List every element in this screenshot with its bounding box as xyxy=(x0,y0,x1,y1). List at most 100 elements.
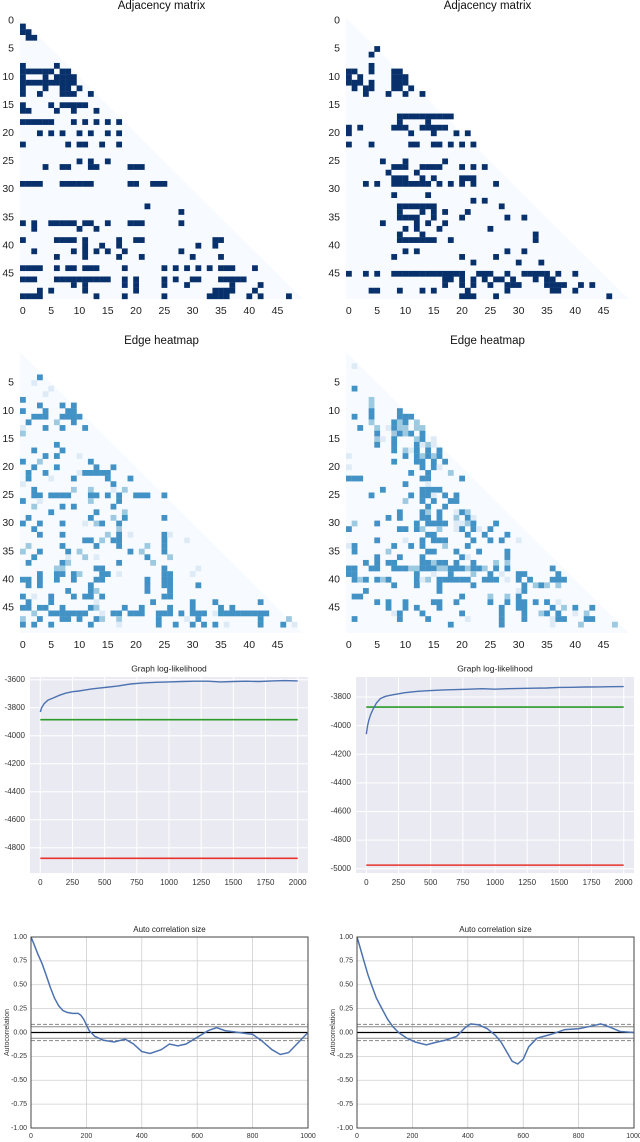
matrix-cell xyxy=(31,503,38,510)
matrix-cell xyxy=(419,543,426,549)
matrix-cell xyxy=(25,276,32,283)
matrix-cell xyxy=(133,237,140,243)
matrix-cell xyxy=(515,588,522,594)
matrix-cell xyxy=(549,576,556,583)
matrix-cell xyxy=(368,79,375,86)
matrix-cell xyxy=(189,571,196,577)
matrix-cell xyxy=(31,380,38,386)
matrix-cell xyxy=(99,571,106,577)
matrix-cell xyxy=(379,220,386,227)
x-tick-label: 15 xyxy=(428,639,440,651)
matrix-cell xyxy=(218,265,224,272)
matrix-cell xyxy=(419,270,426,277)
matrix-cell xyxy=(70,74,77,80)
matrix-cell xyxy=(42,413,49,420)
matrix-cell xyxy=(459,520,466,527)
matrix-cell xyxy=(346,141,352,148)
y-tick-label: 45 xyxy=(328,601,340,613)
matrix-cell xyxy=(76,610,83,617)
y-tick-label: 0 xyxy=(334,15,340,27)
matrix-cell xyxy=(93,276,100,283)
matrix-cell xyxy=(189,610,196,617)
matrix-cell xyxy=(447,565,454,572)
matrix-cell xyxy=(25,79,32,86)
matrix-cell xyxy=(48,593,55,600)
y-tick-label: 15 xyxy=(2,433,14,445)
matrix-cell xyxy=(42,604,49,611)
matrix-cell xyxy=(453,492,460,499)
matrix-cell xyxy=(442,458,449,465)
y-tick-label: 20 xyxy=(328,127,340,139)
matrix-cell xyxy=(133,180,140,187)
matrix-cell xyxy=(150,559,156,566)
matrix-cell xyxy=(436,559,443,566)
matrix-cell xyxy=(436,447,443,454)
y-tick-label: 25 xyxy=(2,155,14,167)
matrix-cell xyxy=(53,265,60,272)
matrix-cell xyxy=(116,130,123,137)
matrix-cell xyxy=(425,503,432,510)
matrix-cell xyxy=(391,565,398,572)
matrix-cell xyxy=(59,565,66,572)
matrix-cell xyxy=(391,543,398,549)
x-tick-label: 10 xyxy=(400,639,412,651)
matrix-cell xyxy=(167,576,173,583)
matrix-cell xyxy=(286,293,292,300)
matrix-cell xyxy=(121,248,128,255)
matrix-cell xyxy=(133,492,140,499)
matrix-cell xyxy=(408,203,415,210)
matrix-cell xyxy=(459,526,466,532)
matrix-cell xyxy=(368,396,375,403)
matrix-cell xyxy=(346,270,352,277)
matrix-cell xyxy=(396,209,403,215)
matrix-cell xyxy=(121,604,128,611)
matrix-cell xyxy=(59,402,66,409)
matrix-cell xyxy=(87,220,94,227)
matrix-cell xyxy=(442,492,449,499)
matrix-cell xyxy=(425,220,432,227)
y-tick-label: 45 xyxy=(2,601,14,613)
matrix-cell xyxy=(419,124,426,131)
matrix-cell xyxy=(436,599,443,606)
matrix-cell xyxy=(218,276,224,283)
matrix-cell xyxy=(127,548,134,555)
x-tick-label: 1250 xyxy=(518,878,536,887)
matrix-cell xyxy=(459,293,466,300)
matrix-cell xyxy=(93,599,100,606)
panel-title: Graph log-likelihood xyxy=(457,663,533,673)
matrix-cell xyxy=(425,164,432,170)
matrix-cell xyxy=(31,225,38,232)
matrix-cell xyxy=(70,220,77,227)
matrix-cell xyxy=(252,610,258,617)
matrix-cell xyxy=(391,436,398,443)
matrix-cell xyxy=(391,164,398,170)
matrix-cell xyxy=(31,621,38,628)
matrix-cell xyxy=(419,203,426,210)
y-tick-label: 0.75 xyxy=(339,958,353,965)
matrix-cell xyxy=(362,270,369,277)
matrix-cell xyxy=(504,565,511,572)
matrix-cell xyxy=(82,248,89,255)
matrix-cell xyxy=(481,197,488,204)
y-tick-label: 0.50 xyxy=(13,982,27,989)
y-tick-label: 40 xyxy=(2,573,14,585)
matrix-cell xyxy=(20,91,26,97)
matrix-cell xyxy=(572,287,579,294)
matrix-cell xyxy=(430,537,437,544)
matrix-cell xyxy=(184,265,190,272)
matrix-cell xyxy=(133,610,140,617)
matrix-cell xyxy=(20,481,26,488)
y-tick-label: 5 xyxy=(8,43,14,55)
matrix-cell xyxy=(20,276,26,283)
matrix-cell xyxy=(532,582,539,589)
matrix-cell xyxy=(257,599,264,606)
matrix-cell xyxy=(218,237,224,243)
matrix-cell xyxy=(42,79,49,86)
matrix-cell xyxy=(195,276,202,283)
matrix-cell xyxy=(48,130,55,137)
matrix-cell xyxy=(396,203,403,210)
matrix-cell xyxy=(396,74,403,80)
matrix-cell xyxy=(368,68,375,75)
matrix-cell xyxy=(155,180,162,187)
matrix-cell xyxy=(436,270,443,277)
